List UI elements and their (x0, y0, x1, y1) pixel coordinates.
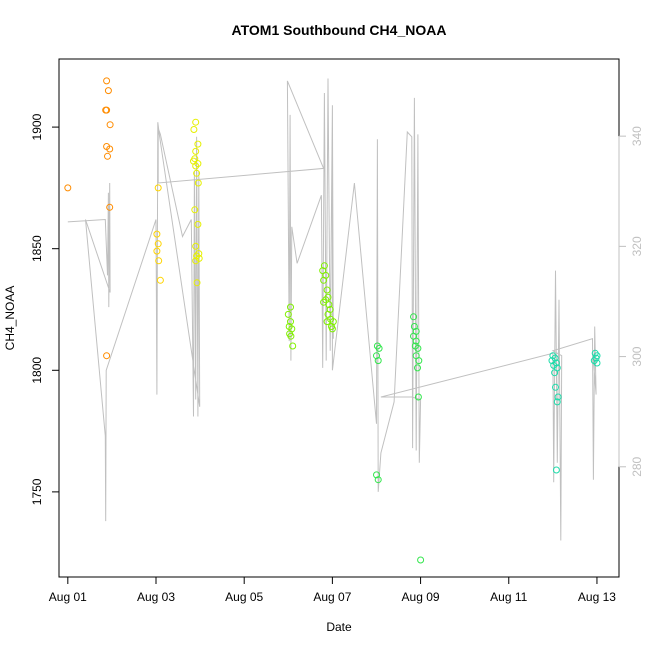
data-point (103, 106, 111, 114)
data-point (106, 121, 114, 129)
data-point (329, 318, 337, 326)
data-point (375, 344, 383, 352)
data-point (195, 254, 203, 262)
data-point (106, 145, 114, 153)
data-point (156, 276, 164, 284)
y2-tick-label: 320 (630, 236, 644, 256)
data-point (410, 313, 417, 321)
y2-tick-label: 280 (630, 456, 644, 476)
data-point (192, 118, 200, 126)
data-point (104, 87, 112, 95)
chart-title: ATOM1 Southbound CH4_NOAA (232, 22, 447, 38)
y-tick-label: 1800 (30, 357, 44, 384)
data-point (193, 169, 201, 177)
y-axis-label: CH4_NOAA (3, 286, 17, 351)
x-tick-label: Aug 05 (225, 590, 263, 604)
data-point (287, 318, 294, 326)
data-point (154, 240, 162, 248)
y2-tick-label: 300 (630, 346, 644, 366)
data-point (552, 466, 560, 474)
data-point (194, 179, 202, 187)
data-point (287, 332, 295, 340)
data-point (410, 323, 418, 330)
series-2 (190, 118, 203, 287)
data-point (553, 398, 561, 406)
data-point (323, 286, 331, 294)
x-tick-label: Aug 13 (578, 590, 616, 604)
data-point (374, 357, 382, 365)
data-point (593, 359, 601, 367)
x-tick-label: Aug 11 (490, 590, 527, 604)
data-point (284, 310, 292, 318)
data-points (64, 77, 601, 564)
y2-tick-label: 340 (630, 126, 644, 146)
data-point (192, 162, 200, 170)
series-4 (373, 313, 425, 564)
data-point (373, 352, 380, 360)
data-point (328, 325, 336, 333)
data-point (325, 301, 333, 309)
data-point (104, 152, 111, 160)
right-y-axis: 280 300 320 340 (618, 126, 644, 477)
data-point (192, 147, 200, 155)
data-point (287, 303, 294, 311)
data-point (103, 77, 111, 85)
y-tick-label: 1850 (30, 235, 44, 262)
data-point (554, 393, 562, 401)
data-point (412, 337, 420, 345)
data-point (319, 267, 327, 275)
y-axis: 1750 1800 1850 1900 (30, 113, 60, 505)
data-point (153, 230, 161, 238)
data-point (194, 160, 202, 168)
altitude-path (67, 78, 597, 541)
data-point (192, 242, 200, 250)
x-axis-label: Date (326, 620, 352, 634)
data-point (194, 220, 202, 228)
data-point (154, 184, 162, 192)
data-point (289, 342, 297, 350)
series-3 (284, 262, 337, 350)
y-tick-label: 1750 (30, 478, 44, 505)
data-point (191, 206, 199, 214)
series-1 (153, 184, 164, 284)
x-tick-label: Aug 07 (313, 590, 351, 604)
data-point (103, 352, 111, 360)
data-point (195, 250, 203, 258)
series-5 (548, 349, 601, 474)
x-tick-label: Aug 01 (49, 590, 87, 604)
data-point (190, 126, 198, 133)
data-point (549, 352, 557, 360)
series-0 (64, 77, 114, 360)
data-point (551, 369, 559, 377)
data-point (106, 203, 114, 211)
y-tick-label: 1900 (30, 113, 44, 140)
data-point (320, 276, 328, 284)
data-point (322, 296, 330, 304)
data-point (320, 262, 328, 270)
altitude-line (67, 78, 597, 541)
data-point (193, 279, 201, 287)
data-point (414, 344, 422, 352)
x-axis: Aug 01 Aug 03 Aug 05 Aug 07 Aug 09 Aug 11 Aug … (49, 576, 616, 604)
data-point (414, 364, 421, 372)
data-point (374, 476, 382, 484)
data-point (552, 383, 559, 391)
data-point (155, 257, 163, 265)
data-point (192, 257, 200, 265)
data-point (415, 357, 423, 365)
data-point (373, 471, 380, 479)
x-tick-label: Aug 09 (402, 590, 440, 604)
data-point (414, 393, 422, 401)
x-tick-label: Aug 03 (137, 590, 175, 604)
data-point (194, 140, 202, 148)
data-point (417, 556, 425, 564)
data-point (153, 247, 161, 255)
data-point (64, 184, 72, 192)
